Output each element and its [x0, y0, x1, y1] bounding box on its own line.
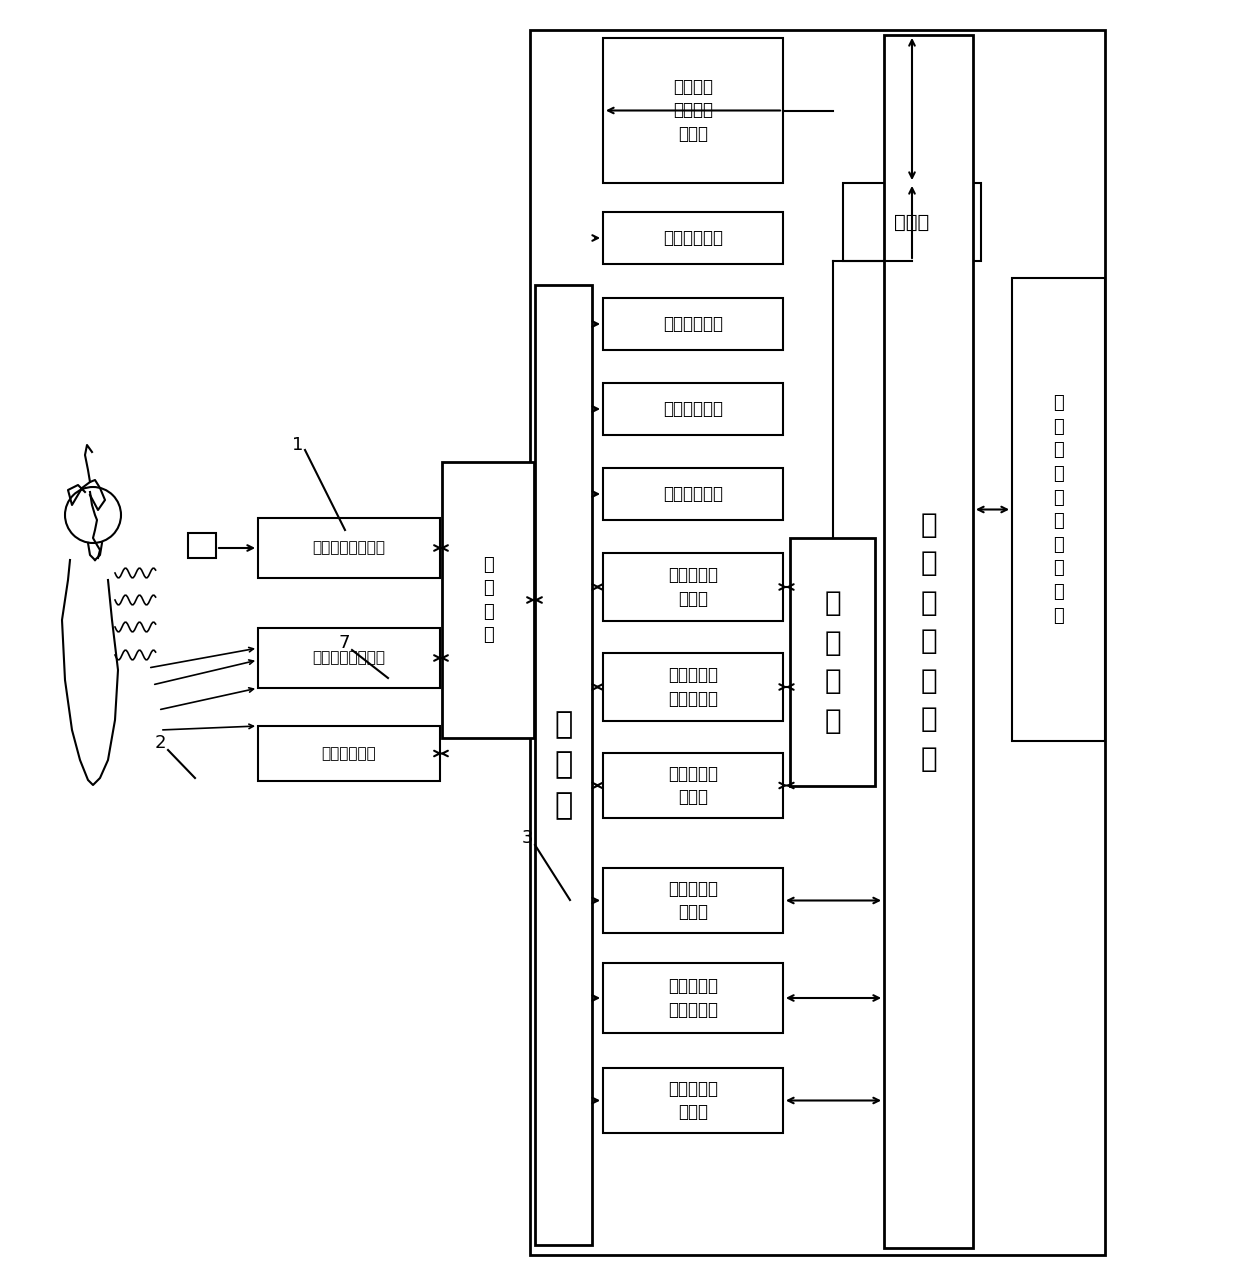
Text: 功能十结
构影像分
析报告: 功能十结 构影像分 析报告 — [673, 78, 713, 143]
Bar — [603, 383, 782, 436]
Bar — [258, 628, 440, 688]
Text: 压敏触诊探
测控制单元: 压敏触诊探 测控制单元 — [668, 977, 718, 1018]
Text: 红外热像分
析单元: 红外热像分 析单元 — [668, 566, 718, 607]
Bar — [603, 38, 782, 183]
Bar — [603, 753, 782, 819]
Bar — [603, 869, 782, 933]
Bar — [884, 35, 973, 1248]
Bar — [790, 538, 875, 787]
Text: 超声探测分
析单元: 超声探测分 析单元 — [668, 765, 718, 806]
Text: 2: 2 — [154, 734, 166, 752]
Bar — [258, 726, 440, 781]
Text: 影
像
及
操
作
控
制
显
示
器: 影 像 及 操 作 控 制 显 示 器 — [1053, 395, 1064, 625]
Bar — [603, 653, 782, 721]
Text: 数据保存单元: 数据保存单元 — [663, 315, 723, 333]
Bar — [441, 462, 534, 738]
Bar — [188, 533, 216, 559]
Text: 计
算
机: 计 算 机 — [554, 710, 573, 820]
Text: 压敏触诊探测装置: 压敏触诊探测装置 — [312, 651, 386, 666]
Bar — [603, 553, 782, 621]
Text: 红外热像控
制单元: 红外热像控 制单元 — [668, 880, 718, 921]
Bar — [529, 29, 1105, 1255]
Bar — [534, 284, 591, 1245]
Bar — [603, 468, 782, 520]
Bar — [258, 518, 440, 578]
Text: 软
件
主
操
作
界
面: 软 件 主 操 作 界 面 — [920, 511, 936, 772]
Text: 超声探测装置: 超声探测装置 — [321, 746, 377, 761]
Bar — [603, 211, 782, 264]
Text: 综
合
分
析: 综 合 分 析 — [825, 589, 841, 734]
Text: 数
字
接
口: 数 字 接 口 — [482, 556, 494, 644]
Text: 3: 3 — [521, 829, 533, 847]
Bar — [843, 183, 981, 261]
Bar — [603, 963, 782, 1032]
Text: 信息转换单元: 信息转换单元 — [663, 400, 723, 418]
Text: 图像处理单元: 图像处理单元 — [663, 485, 723, 503]
Text: 压敏触诊影
像分析单元: 压敏触诊影 像分析单元 — [668, 666, 718, 708]
Bar — [603, 298, 782, 350]
Bar — [1012, 278, 1105, 740]
Bar — [603, 1068, 782, 1132]
Text: 数据采集单元: 数据采集单元 — [663, 229, 723, 247]
Text: 数据库: 数据库 — [894, 213, 930, 232]
Text: 超声探测控
制单元: 超声探测控 制单元 — [668, 1080, 718, 1121]
Text: 1: 1 — [293, 436, 304, 453]
Text: 红外热像采集装置: 红外热像采集装置 — [312, 541, 386, 556]
Text: 7: 7 — [339, 634, 350, 652]
